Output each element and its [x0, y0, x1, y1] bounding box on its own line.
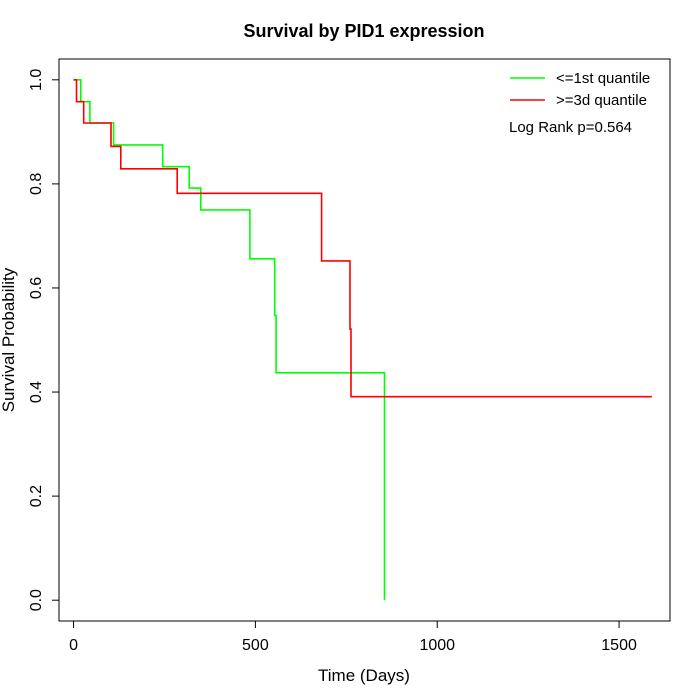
- legend-label-first-quantile: <=1st quantile: [556, 70, 650, 87]
- y-tick-label: 0.4: [28, 381, 45, 403]
- y-tick-label: 0.2: [28, 485, 45, 507]
- x-axis-label: Time (Days): [318, 666, 410, 685]
- x-tick-label: 500: [242, 637, 269, 654]
- legend-label-third-quantile: >=3d quantile: [556, 92, 647, 109]
- series-line-first-quantile: [73, 79, 386, 601]
- x-tick-label: 1000: [419, 637, 455, 654]
- legend: <=1st quantile >=3d quantile Log Rank p=…: [509, 70, 650, 136]
- y-tick-label: 0.6: [28, 277, 45, 299]
- plot-frame: [58, 58, 671, 622]
- x-axis: 0 500 1000 1500: [69, 620, 637, 654]
- x-tick-label: 1500: [601, 637, 637, 654]
- y-tick-label: 0.8: [28, 173, 45, 195]
- x-tick-label: 0: [69, 637, 78, 654]
- series-line-third-quantile: [73, 79, 652, 398]
- y-axis: 0.0 0.2 0.4 0.6 0.8 1.0: [28, 69, 60, 611]
- y-axis-label: Survival Probability: [0, 267, 18, 412]
- log-rank-annotation: Log Rank p=0.564: [509, 119, 632, 136]
- y-tick-label: 1.0: [28, 69, 45, 91]
- series-layer: [73, 79, 652, 601]
- chart-title: Survival by PID1 expression: [243, 21, 484, 41]
- y-tick-label: 0.0: [28, 589, 45, 611]
